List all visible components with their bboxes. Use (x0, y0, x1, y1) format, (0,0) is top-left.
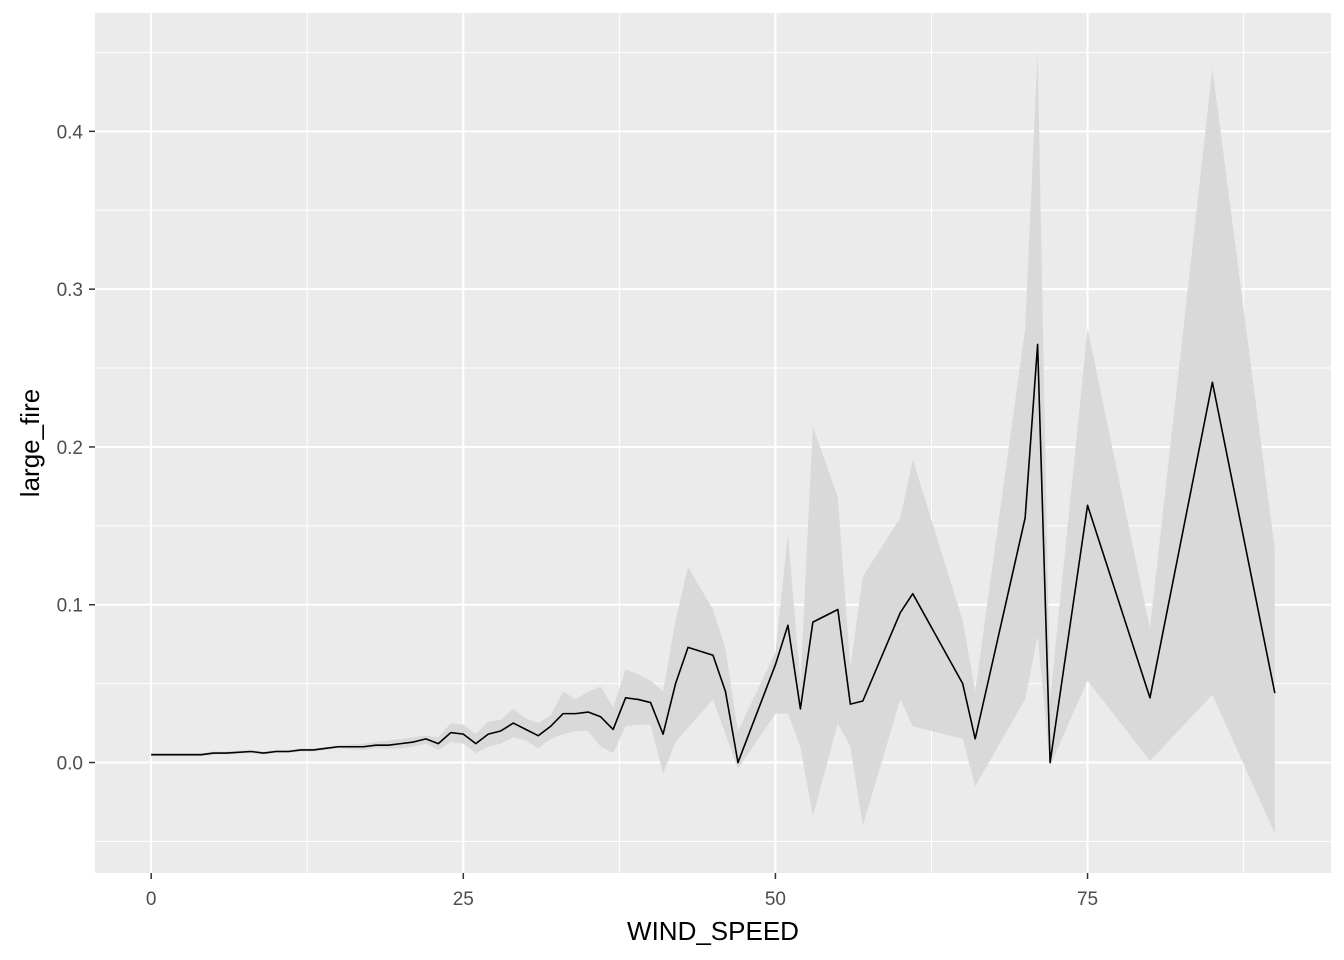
x-tick-label: 75 (1077, 889, 1098, 910)
plot-panel (95, 13, 1331, 873)
y-tick-label: 0.4 (57, 122, 84, 143)
x-axis-title: WIND_SPEED (627, 916, 799, 946)
y-tick-label: 0.2 (57, 438, 83, 459)
y-axis: 0.0 0.1 0.2 0.3 0.4 (57, 122, 95, 775)
confidence-ribbon (151, 52, 1275, 834)
y-tick-label: 0.0 (57, 754, 83, 775)
y-tick-label: 0.1 (57, 596, 83, 617)
y-tick-label: 0.3 (57, 280, 83, 301)
x-tick-label: 0 (146, 889, 157, 910)
series-line (151, 343, 1276, 764)
x-tick-label: 25 (453, 889, 474, 910)
y-axis-title: large_fire (15, 389, 45, 497)
x-axis: 0 25 50 75 (146, 873, 1098, 910)
series-layer (151, 52, 1276, 834)
x-tick-label: 50 (765, 889, 786, 910)
